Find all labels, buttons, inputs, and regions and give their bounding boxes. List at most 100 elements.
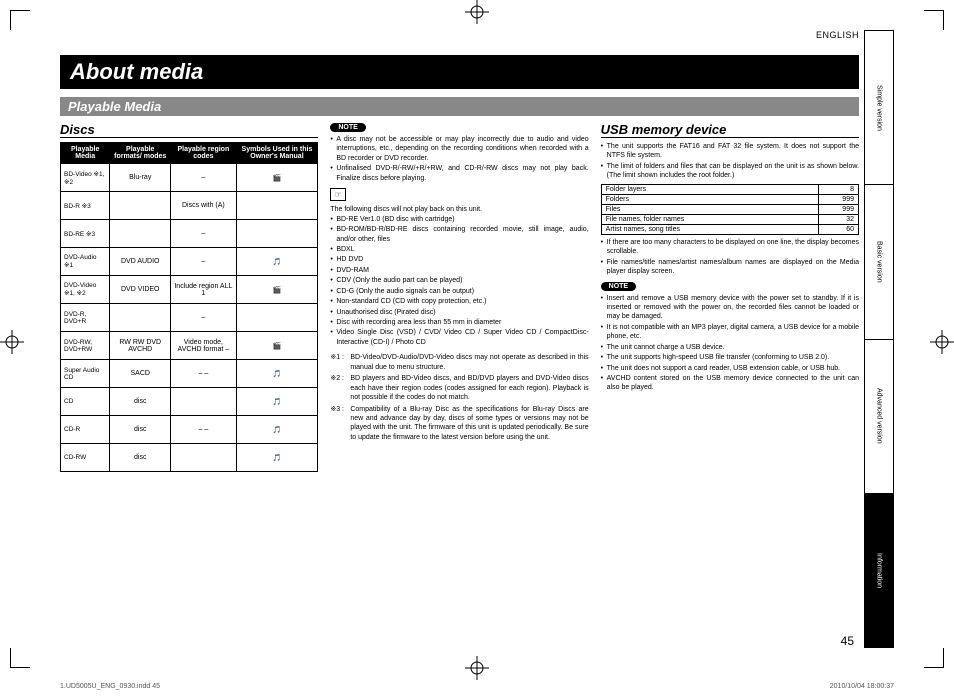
list-item: The unit cannot charge a USB device.: [601, 343, 859, 352]
symbol-cell: 🎵: [236, 416, 318, 444]
table-row: DVD-Video ※1, ※2DVD VIDEOInclude region …: [61, 276, 318, 304]
nonplay-intro: The following discs will not play back o…: [330, 205, 588, 214]
table-row: Super Audio CDSACD– –🎵: [61, 360, 318, 388]
symbol-cell: [236, 220, 318, 248]
tab-advanced[interactable]: Advanced version: [864, 339, 894, 493]
list-item: A disc may not be accessible or may play…: [330, 135, 588, 163]
region-cell: Discs with (A): [171, 192, 236, 220]
table-row: File names, folder names32: [601, 214, 858, 224]
list-item: The unit supports the FAT16 and FAT 32 f…: [601, 142, 859, 161]
limits-table: Folder layers8Folders999Files999File nam…: [601, 184, 859, 235]
media-cell: CD-RW: [61, 444, 110, 472]
symbol-cell: 🎬: [236, 332, 318, 360]
footnote: ※2 :BD players and BD-Video discs, and B…: [330, 374, 588, 402]
list-item: Non-standard CD (CD with copy protection…: [330, 297, 588, 306]
usb-intro-list: The unit supports the FAT16 and FAT 32 f…: [601, 142, 859, 181]
usb-heading: USB memory device: [601, 122, 859, 138]
region-cell: – –: [171, 360, 236, 388]
media-cell: CD-R: [61, 416, 110, 444]
note-badge: NOTE: [330, 123, 365, 132]
list-item: Unauthorised disc (Pirated disc): [330, 308, 588, 317]
list-item: The limit of folders and files that can …: [601, 162, 859, 181]
region-cell: – –: [171, 416, 236, 444]
table-row: CD-RWdisc🎵: [61, 444, 318, 472]
page-title: About media: [60, 55, 859, 89]
table-row: BD-RE ※3 –: [61, 220, 318, 248]
region-cell: –: [171, 248, 236, 276]
table-header: Playable Media: [61, 143, 110, 164]
footnotes: ※1 :BD-Video/DVD-Audio/DVD-Video discs m…: [330, 353, 588, 442]
note-list: A disc may not be accessible or may play…: [330, 135, 588, 183]
discs-table: Playable MediaPlayable formats/ modesPla…: [60, 142, 318, 472]
media-cell: BD-Video ※1, ※2: [61, 164, 110, 192]
table-row: Artist names, song titles60: [601, 224, 858, 234]
region-cell: –: [171, 220, 236, 248]
format-cell: [110, 192, 171, 220]
registration-mark: [465, 0, 489, 24]
list-item: DVD-RAM: [330, 266, 588, 275]
limit-cell: 999: [818, 204, 858, 214]
list-item: Disc with recording area less than 55 mm…: [330, 318, 588, 327]
list-item: If there are too many characters to be d…: [601, 238, 859, 257]
list-item: BD-RE Ver1.0 (BD disc with cartridge): [330, 215, 588, 224]
limit-cell: File names, folder names: [601, 214, 818, 224]
symbol-cell: 🎬: [236, 276, 318, 304]
limit-cell: 8: [818, 184, 858, 194]
limit-cell: Files: [601, 204, 818, 214]
list-item: The unit supports high-speed USB file tr…: [601, 353, 859, 362]
region-cell: –: [171, 304, 236, 332]
language-label: ENGLISH: [816, 30, 859, 40]
pointer-icon: ☞: [330, 188, 345, 201]
list-item: CD-G (Only the audio signals can be outp…: [330, 287, 588, 296]
format-cell: DVD AUDIO: [110, 248, 171, 276]
format-cell: [110, 220, 171, 248]
media-cell: DVD-R, DVD+R: [61, 304, 110, 332]
crop-mark: [10, 648, 30, 668]
media-cell: BD-RE ※3: [61, 220, 110, 248]
limit-cell: Artist names, song titles: [601, 224, 818, 234]
limit-cell: Folders: [601, 194, 818, 204]
list-item: AVCHD content stored on the USB memory d…: [601, 374, 859, 393]
registration-mark: [0, 330, 24, 354]
table-header: Playable formats/ modes: [110, 143, 171, 164]
limit-cell: 32: [818, 214, 858, 224]
symbol-cell: 🎵: [236, 444, 318, 472]
footnote-marker: ※1 :: [330, 353, 344, 362]
footer-file: 1.UD5005U_ENG_0930.indd 45: [60, 683, 160, 690]
region-cell: –: [171, 164, 236, 192]
format-cell: [110, 304, 171, 332]
column-discs: Discs Playable MediaPlayable formats/ mo…: [60, 122, 318, 472]
media-cell: BD-R ※3: [61, 192, 110, 220]
tab-basic[interactable]: Basic version: [864, 184, 894, 338]
media-cell: DVD-Video ※1, ※2: [61, 276, 110, 304]
list-item: Video Single Disc (VSD) / CVD/ Video CD …: [330, 328, 588, 347]
symbol-cell: [236, 192, 318, 220]
media-cell: CD: [61, 388, 110, 416]
table-header: Playable region codes: [171, 143, 236, 164]
format-cell: disc: [110, 416, 171, 444]
footnote: ※1 :BD-Video/DVD-Audio/DVD-Video discs m…: [330, 353, 588, 372]
page-content: ENGLISH Simple version Basic version Adv…: [60, 30, 894, 648]
tab-simple[interactable]: Simple version: [864, 30, 894, 184]
column-usb: USB memory device The unit supports the …: [601, 122, 859, 472]
tab-information[interactable]: Information: [864, 493, 894, 648]
symbol-cell: [236, 304, 318, 332]
crop-mark: [10, 10, 30, 30]
media-cell: Super Audio CD: [61, 360, 110, 388]
format-cell: Blu-ray: [110, 164, 171, 192]
list-item: CDV (Only the audio part can be played): [330, 276, 588, 285]
region-cell: [171, 444, 236, 472]
crop-mark: [924, 10, 944, 30]
nonplay-list: BD-RE Ver1.0 (BD disc with cartridge)BD-…: [330, 215, 588, 348]
side-tabs: Simple version Basic version Advanced ve…: [864, 30, 894, 648]
limit-cell: 999: [818, 194, 858, 204]
list-item: Insert and remove a USB memory device wi…: [601, 294, 859, 322]
registration-mark: [930, 330, 954, 354]
region-cell: [171, 388, 236, 416]
table-row: CDdisc🎵: [61, 388, 318, 416]
section-subtitle: Playable Media: [60, 97, 859, 116]
format-cell: disc: [110, 388, 171, 416]
usb-mid-list: If there are too many characters to be d…: [601, 238, 859, 277]
list-item: The unit does not support a card reader,…: [601, 364, 859, 373]
column-notes: NOTE A disc may not be accessible or may…: [330, 122, 588, 472]
